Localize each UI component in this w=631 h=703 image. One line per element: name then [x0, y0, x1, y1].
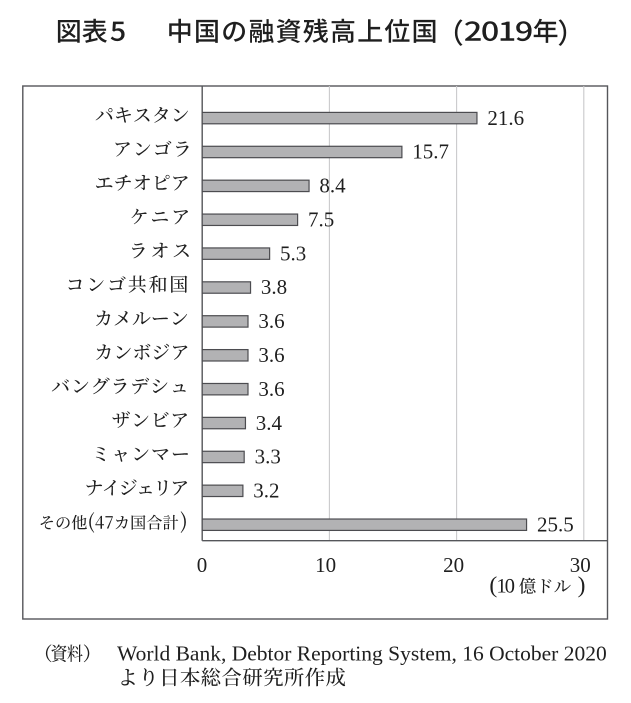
svg-text:3.8: 3.8	[261, 275, 287, 299]
svg-text:10: 10	[315, 553, 336, 577]
svg-text:30: 30	[570, 553, 591, 577]
svg-text:8.4: 8.4	[319, 174, 346, 198]
svg-text:3.2: 3.2	[253, 479, 279, 503]
svg-text:5.3: 5.3	[280, 241, 306, 265]
svg-text:20: 20	[443, 553, 464, 577]
svg-text:21.6: 21.6	[487, 106, 524, 130]
svg-text:25.5: 25.5	[537, 512, 574, 536]
svg-text:3.6: 3.6	[258, 343, 284, 367]
svg-text:7.5: 7.5	[308, 208, 334, 232]
svg-text:3.6: 3.6	[258, 309, 284, 333]
svg-text:0: 0	[197, 553, 208, 577]
svg-text:3.6: 3.6	[258, 377, 284, 401]
svg-text:3.3: 3.3	[255, 445, 281, 469]
svg-text:World Bank, Debtor Reporting S: World Bank, Debtor Reporting System, 16 …	[117, 642, 607, 666]
svg-text:3.4: 3.4	[256, 411, 283, 435]
svg-text:15.7: 15.7	[412, 140, 449, 164]
